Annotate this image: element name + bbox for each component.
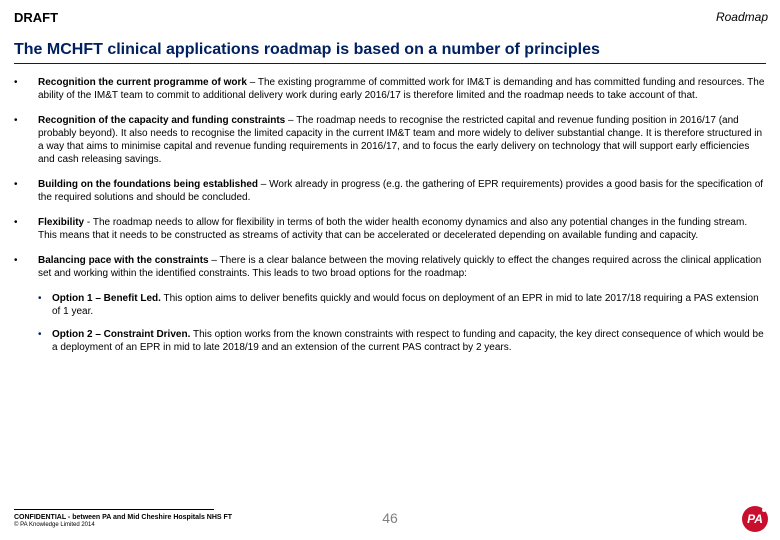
slide-title: The MCHFT clinical applications roadmap … (14, 41, 766, 64)
principle-item: • Balancing pace with the constraints – … (14, 254, 766, 280)
principle-heading: Flexibility (38, 217, 84, 228)
pa-logo-icon: PA (742, 506, 768, 532)
option-heading: Option 2 – Constraint Driven. (52, 329, 190, 340)
bullet-icon: • (38, 292, 52, 318)
logo-text: PA (747, 512, 763, 526)
principle-heading: Recognition of the capacity and funding … (38, 115, 285, 126)
principle-item: • Recognition of the capacity and fundin… (14, 114, 766, 166)
draft-label: DRAFT (14, 10, 58, 25)
principle-text: Recognition of the capacity and funding … (38, 114, 766, 166)
footer-rule (14, 509, 214, 510)
principle-heading: Building on the foundations being establ… (38, 179, 258, 190)
option-item: • Option 1 – Benefit Led. This option ai… (38, 292, 766, 318)
slide-header: DRAFT Roadmap (0, 0, 780, 29)
bullet-icon: • (14, 178, 38, 204)
principle-text: Building on the foundations being establ… (38, 178, 766, 204)
option-text: Option 1 – Benefit Led. This option aims… (52, 292, 766, 318)
title-container: The MCHFT clinical applications roadmap … (0, 29, 780, 64)
bullet-icon: • (14, 114, 38, 166)
principle-text: Recognition the current programme of wor… (38, 76, 766, 102)
principle-item: • Recognition the current programme of w… (14, 76, 766, 102)
principle-text: Flexibility - The roadmap needs to allow… (38, 216, 766, 242)
page-number: 46 (382, 510, 398, 526)
bullet-icon: • (38, 328, 52, 354)
option-text: Option 2 – Constraint Driven. This optio… (52, 328, 766, 354)
logo-dot-icon (762, 508, 766, 512)
option-heading: Option 1 – Benefit Led. (52, 293, 161, 304)
option-item: • Option 2 – Constraint Driven. This opt… (38, 328, 766, 354)
bullet-icon: • (14, 254, 38, 280)
principle-heading: Recognition the current programme of wor… (38, 77, 247, 88)
bullet-icon: • (14, 216, 38, 242)
section-label: Roadmap (716, 10, 768, 24)
bullet-icon: • (14, 76, 38, 102)
principle-item: • Flexibility - The roadmap needs to all… (14, 216, 766, 242)
principle-item: • Building on the foundations being esta… (14, 178, 766, 204)
principle-heading: Balancing pace with the constraints (38, 255, 209, 266)
content-area: • Recognition the current programme of w… (0, 64, 780, 354)
principle-text: Balancing pace with the constraints – Th… (38, 254, 766, 280)
